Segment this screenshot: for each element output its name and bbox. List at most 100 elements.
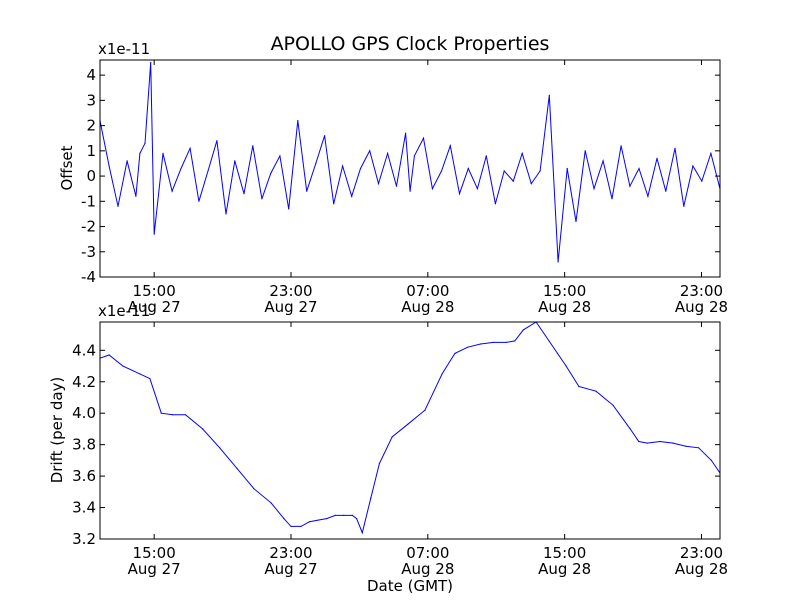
- offset-data-point: [405, 132, 407, 134]
- drift-data-point: [378, 462, 380, 465]
- drift-ytick-label: 3.8: [72, 436, 96, 454]
- drift-data-point: [672, 442, 674, 444]
- offset-data-point: [701, 180, 703, 182]
- drift-xtick-date-label: Aug 28: [675, 560, 728, 578]
- offset-data-point: [270, 172, 272, 175]
- offset-data-point: [189, 147, 191, 149]
- drift-data-point: [480, 343, 482, 345]
- offset-ytick-label: -1: [81, 192, 96, 210]
- drift-data-point: [492, 341, 494, 343]
- drift-data-point: [612, 404, 614, 406]
- offset-data-point: [216, 140, 218, 142]
- offset-data-point: [656, 157, 658, 159]
- offset-multiplier-label: x1e-11: [98, 40, 150, 58]
- offset-data-point: [485, 155, 487, 157]
- drift-data-point: [514, 340, 516, 342]
- drift-xtick-date-label: Aug 27: [264, 560, 317, 578]
- offset-data-point: [108, 165, 110, 167]
- drift-data-point: [308, 521, 311, 523]
- offset-xtick-time-label: 15:00: [543, 282, 586, 300]
- offset-data-point: [315, 162, 317, 165]
- offset-xtick-time-label: 23:00: [269, 282, 312, 300]
- drift-xlabel: Date (GMT): [367, 577, 453, 595]
- drift-data-point: [202, 428, 204, 430]
- offset-data-point: [126, 160, 128, 162]
- offset-xtick-date-label: Aug 28: [675, 298, 728, 316]
- offset-xtick-date-label: Aug 27: [264, 298, 317, 316]
- drift-xtick-time-label: 07:00: [406, 544, 449, 562]
- offset-ytick-label: 2: [86, 117, 96, 135]
- offset-data-point: [611, 198, 613, 200]
- drift-xtick-time-label: 15:00: [133, 544, 176, 562]
- offset-data-point: [422, 137, 425, 139]
- offset-data-point: [243, 193, 245, 195]
- offset-data-point: [395, 185, 398, 187]
- offset-data-point: [557, 261, 559, 263]
- offset-data-point: [171, 190, 173, 192]
- drift-ytick-label: 3.4: [72, 499, 96, 517]
- offset-data-point: [117, 205, 119, 207]
- drift-data-point: [565, 365, 567, 367]
- offset-ytick-label: -2: [81, 218, 96, 236]
- drift-data-point: [646, 442, 648, 444]
- drift-data-point: [326, 518, 328, 520]
- offset-data-point: [369, 150, 371, 152]
- offset-data-point: [225, 213, 227, 215]
- drift-xtick-time-label: 15:00: [543, 544, 586, 562]
- drift-data-point: [122, 365, 124, 367]
- offset-data-point: [476, 188, 478, 190]
- drift-data-point: [343, 514, 345, 517]
- drift-data-point: [108, 354, 110, 356]
- offset-data-point: [261, 198, 263, 200]
- offset-data-point: [207, 170, 209, 172]
- offset-data-point: [306, 190, 308, 192]
- offset-xtick-time-label: 07:00: [406, 282, 449, 300]
- drift-data-point: [300, 525, 302, 528]
- drift-data-point: [290, 525, 292, 528]
- drift-data-point: [595, 390, 597, 392]
- drift-data-point: [370, 497, 372, 499]
- drift-data-point: [236, 467, 238, 469]
- offset-ytick-label: 4: [86, 66, 96, 84]
- offset-data-point: [162, 152, 164, 154]
- drift-xtick-time-label: 23:00: [269, 544, 312, 562]
- drift-data-point: [391, 436, 393, 438]
- offset-data-point: [575, 220, 577, 223]
- offset-data-point: [359, 167, 362, 170]
- offset-xtick-time-label: 23:00: [680, 282, 723, 300]
- offset-data-point: [584, 150, 586, 152]
- drift-data-point: [184, 414, 187, 416]
- drift-xtick-date-label: Aug 28: [401, 560, 454, 578]
- offset-data-point: [139, 152, 141, 154]
- drift-ytick-label: 4.0: [72, 404, 96, 422]
- offset-data-point: [566, 167, 568, 170]
- offset-data-point: [288, 208, 290, 210]
- offset-data-point: [674, 147, 676, 149]
- drift-data-point: [317, 519, 319, 521]
- offset-data-point: [458, 193, 461, 195]
- drift-data-point: [710, 459, 713, 461]
- offset-data-point: [530, 183, 532, 185]
- offset-data-point: [521, 152, 523, 154]
- offset-data-point: [467, 167, 469, 170]
- offset-xtick-time-label: 15:00: [133, 282, 176, 300]
- drift-data-point: [629, 428, 631, 430]
- drift-data-point: [351, 514, 353, 517]
- offset-data-point: [297, 120, 299, 122]
- drift-data-point: [361, 532, 363, 534]
- drift-ylabel: Drift (per day): [48, 377, 66, 484]
- drift-data-point: [578, 385, 580, 388]
- drift-data-point: [219, 447, 221, 449]
- offset-data-point: [494, 203, 496, 205]
- chart-title: APOLLO GPS Clock Properties: [271, 33, 550, 55]
- offset-data-point: [333, 203, 335, 205]
- drift-data-point: [407, 423, 409, 425]
- offset-data-point: [539, 170, 541, 172]
- offset-data-point: [409, 190, 411, 192]
- drift-data-point: [424, 409, 426, 411]
- drift-line-layer: [99, 321, 721, 535]
- drift-plot-frame: [99, 321, 721, 540]
